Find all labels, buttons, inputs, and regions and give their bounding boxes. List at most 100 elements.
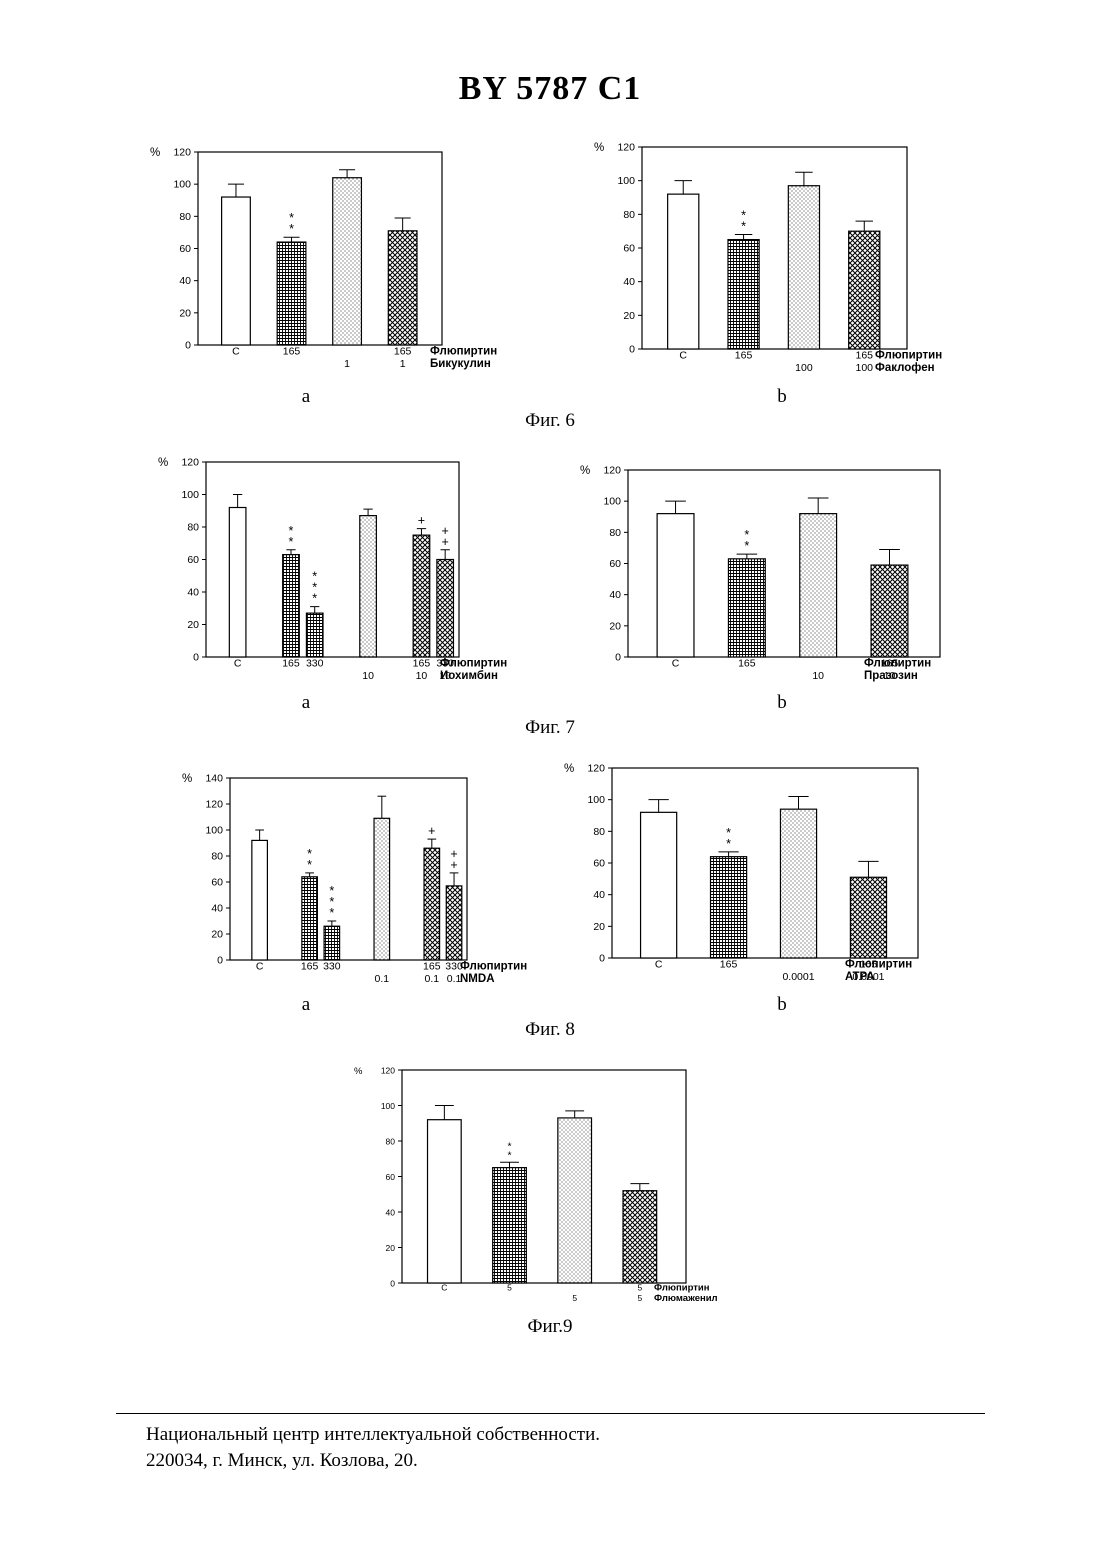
y-tick-label: 60 [609, 558, 621, 570]
y-tick-label: 40 [623, 276, 635, 288]
y-tick-label: 0 [185, 340, 191, 352]
x-label-row1: C [232, 346, 240, 358]
x-label-row1: 165 [301, 961, 319, 973]
x-label-row2: 0.0001 [782, 971, 814, 983]
x-label-row1: C [256, 961, 264, 973]
bar-4 [850, 877, 886, 958]
y-tick-label: 20 [179, 307, 191, 319]
x-label-row1: 5 [637, 1283, 642, 1293]
x-label-row1: 165 [855, 350, 873, 362]
y-tick-label: 40 [179, 275, 191, 287]
bar-5 [413, 535, 430, 657]
y-tick-label: 120 [181, 457, 199, 469]
figure-caption-9: Фиг.9 [0, 1316, 1100, 1338]
y-axis-label: % [594, 142, 604, 154]
row1-legend-label: Флюпиртин [875, 350, 942, 362]
significance-mark: + [442, 524, 449, 538]
bar-2 [302, 877, 318, 960]
x-label-row1: C [441, 1283, 447, 1293]
bar-3 [324, 926, 340, 960]
bar-1 [668, 194, 699, 349]
bar-5 [424, 848, 440, 960]
y-tick-label: 60 [211, 877, 223, 889]
bar-4 [849, 231, 880, 349]
chart-fig7a: 020406080100120%C**165***33010+16510++33… [160, 455, 530, 695]
y-tick-label: 140 [205, 773, 223, 785]
x-label-row1: 165 [720, 959, 738, 971]
y-tick-label: 40 [609, 589, 621, 601]
x-label-row2: 0.1 [425, 973, 440, 985]
x-label-row1: C [234, 658, 242, 670]
row2-legend-label: Факлофен [875, 362, 935, 374]
y-tick-label: 40 [187, 587, 199, 599]
chart-fig8b: 020406080100120%C**1650.00011650.0001Флю… [560, 762, 950, 997]
y-tick-label: 100 [587, 794, 605, 806]
x-label-row2: 10 [416, 670, 428, 682]
subfigure-label-b: b [762, 692, 802, 714]
row2-legend-label: Иохимбин [440, 670, 498, 682]
x-label-row1: 165 [413, 658, 431, 670]
x-label-row1: 165 [394, 346, 412, 358]
significance-mark: * [329, 884, 334, 898]
x-label-row1: 330 [306, 658, 324, 670]
significance-mark: * [507, 1140, 511, 1152]
y-tick-label: 20 [609, 620, 621, 632]
y-tick-label: 80 [623, 209, 635, 221]
chart-fig6b: 020406080100120%C**165100165100Флюпиртин… [595, 138, 965, 383]
y-tick-label: 0 [629, 344, 635, 356]
subfigure-label-b: b [762, 386, 802, 408]
x-label-row2: 1 [400, 358, 406, 370]
figure-caption-7: Фиг. 7 [0, 717, 1100, 739]
bar-4 [623, 1191, 657, 1283]
chart-fig7b: 020406080100120%C**1651016510ФлюпиртинПр… [580, 462, 960, 692]
chart-fig9: 020406080100120%C**5555ФлюпиртинФлюмажен… [365, 1065, 735, 1320]
bar-4 [388, 231, 417, 345]
significance-mark: * [741, 209, 746, 223]
x-label-row1: C [672, 658, 680, 670]
y-tick-label: 120 [173, 147, 191, 159]
subfigure-label-a: a [286, 994, 326, 1016]
row2-legend-label: ATPA [845, 971, 875, 983]
row2-legend-label: Флюмаженил [654, 1293, 718, 1304]
page-title: BY 5787 C1 [0, 70, 1100, 108]
significance-mark: + [450, 847, 457, 861]
row2-legend-label: Празозин [864, 670, 918, 682]
y-tick-label: 60 [187, 554, 199, 566]
y-tick-label: 20 [386, 1243, 396, 1253]
x-label-row2: 5 [637, 1293, 642, 1303]
x-label-row1: C [679, 350, 687, 362]
bar-2 [277, 242, 306, 345]
bar-4 [360, 516, 377, 657]
y-tick-label: 120 [603, 465, 621, 477]
footer-divider [116, 1413, 985, 1414]
significance-mark: * [312, 570, 317, 584]
x-label-row1: 5 [507, 1283, 512, 1293]
y-tick-label: 60 [623, 243, 635, 255]
bar-3 [800, 514, 837, 657]
footer-line-2: 220034, г. Минск, ул. Козлова, 20. [146, 1450, 418, 1472]
x-label-row2: 10 [812, 670, 824, 682]
chart-fig8a: 020406080100120140%C**165***3300.1+1650.… [175, 770, 545, 1000]
y-tick-label: 120 [381, 1066, 395, 1076]
y-tick-label: 100 [381, 1101, 395, 1111]
figure-caption-8: Фиг. 8 [0, 1019, 1100, 1041]
y-tick-label: 40 [386, 1208, 396, 1218]
y-tick-label: 120 [587, 763, 605, 775]
bar-3 [780, 809, 816, 958]
footer-line-1: Национальный центр интеллектуальной собс… [146, 1424, 600, 1446]
x-label-row2: 100 [855, 362, 873, 374]
y-axis-label: % [182, 773, 192, 785]
x-label-row2: 10 [362, 670, 374, 682]
x-label-row1: 165 [735, 350, 753, 362]
y-tick-label: 100 [617, 175, 635, 187]
significance-mark: * [726, 826, 731, 840]
y-tick-label: 80 [179, 211, 191, 223]
y-tick-label: 100 [181, 489, 199, 501]
y-tick-label: 80 [211, 851, 223, 863]
y-tick-label: 120 [205, 799, 223, 811]
y-tick-label: 20 [593, 921, 605, 933]
x-label-row2: 5 [572, 1293, 577, 1303]
significance-mark: * [289, 524, 294, 538]
y-tick-label: 60 [179, 243, 191, 255]
bar-1 [657, 514, 694, 657]
